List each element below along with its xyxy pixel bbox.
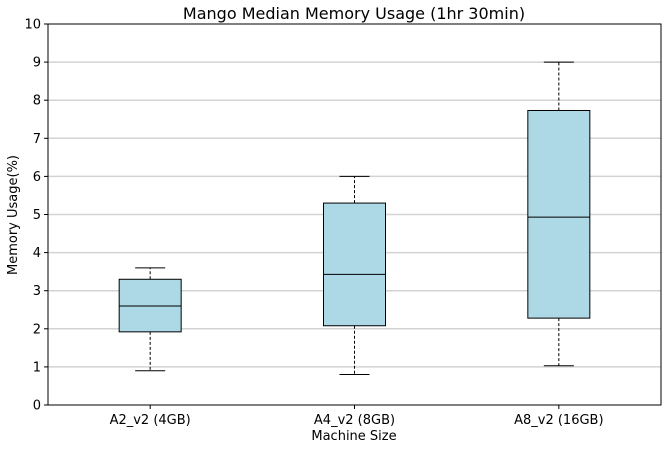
box-3 bbox=[527, 61, 591, 367]
y-tick-label-10: 10 bbox=[24, 18, 41, 33]
x-tick-label-2: A4_v2 (8GB) bbox=[314, 413, 395, 428]
y-tick-label-7: 7 bbox=[33, 132, 41, 147]
x-axis-ticks: A2_v2 (4GB) A4_v2 (8GB) A8_v2 (16GB) bbox=[110, 405, 604, 428]
y-axis-ticks: 0 1 2 3 4 5 6 7 8 9 10 bbox=[24, 18, 48, 414]
y-tick-label-1: 1 bbox=[33, 360, 41, 375]
x-tick-label-1: A2_v2 (4GB) bbox=[110, 413, 191, 428]
y-tick-label-4: 4 bbox=[33, 246, 41, 261]
x-axis-label: Machine Size bbox=[311, 429, 396, 444]
y-tick-label-5: 5 bbox=[33, 208, 41, 223]
y-tick-label-2: 2 bbox=[33, 322, 41, 337]
x-tick-label-3: A8_v2 (16GB) bbox=[514, 413, 603, 428]
iqr-box-2 bbox=[323, 202, 386, 327]
y-tick-label-9: 9 bbox=[33, 56, 41, 71]
y-axis-label: Memory Usage(%) bbox=[6, 155, 21, 275]
box-2 bbox=[323, 175, 386, 376]
y-tick-label-8: 8 bbox=[33, 94, 41, 109]
iqr-box-3 bbox=[527, 109, 591, 319]
y-tick-label-6: 6 bbox=[33, 170, 41, 185]
chart-title: Mango Median Memory Usage (1hr 30min) bbox=[183, 4, 525, 23]
y-tick-label-0: 0 bbox=[33, 399, 41, 414]
y-tick-label-3: 3 bbox=[33, 284, 41, 299]
box-1 bbox=[118, 267, 182, 372]
boxes bbox=[118, 61, 591, 376]
